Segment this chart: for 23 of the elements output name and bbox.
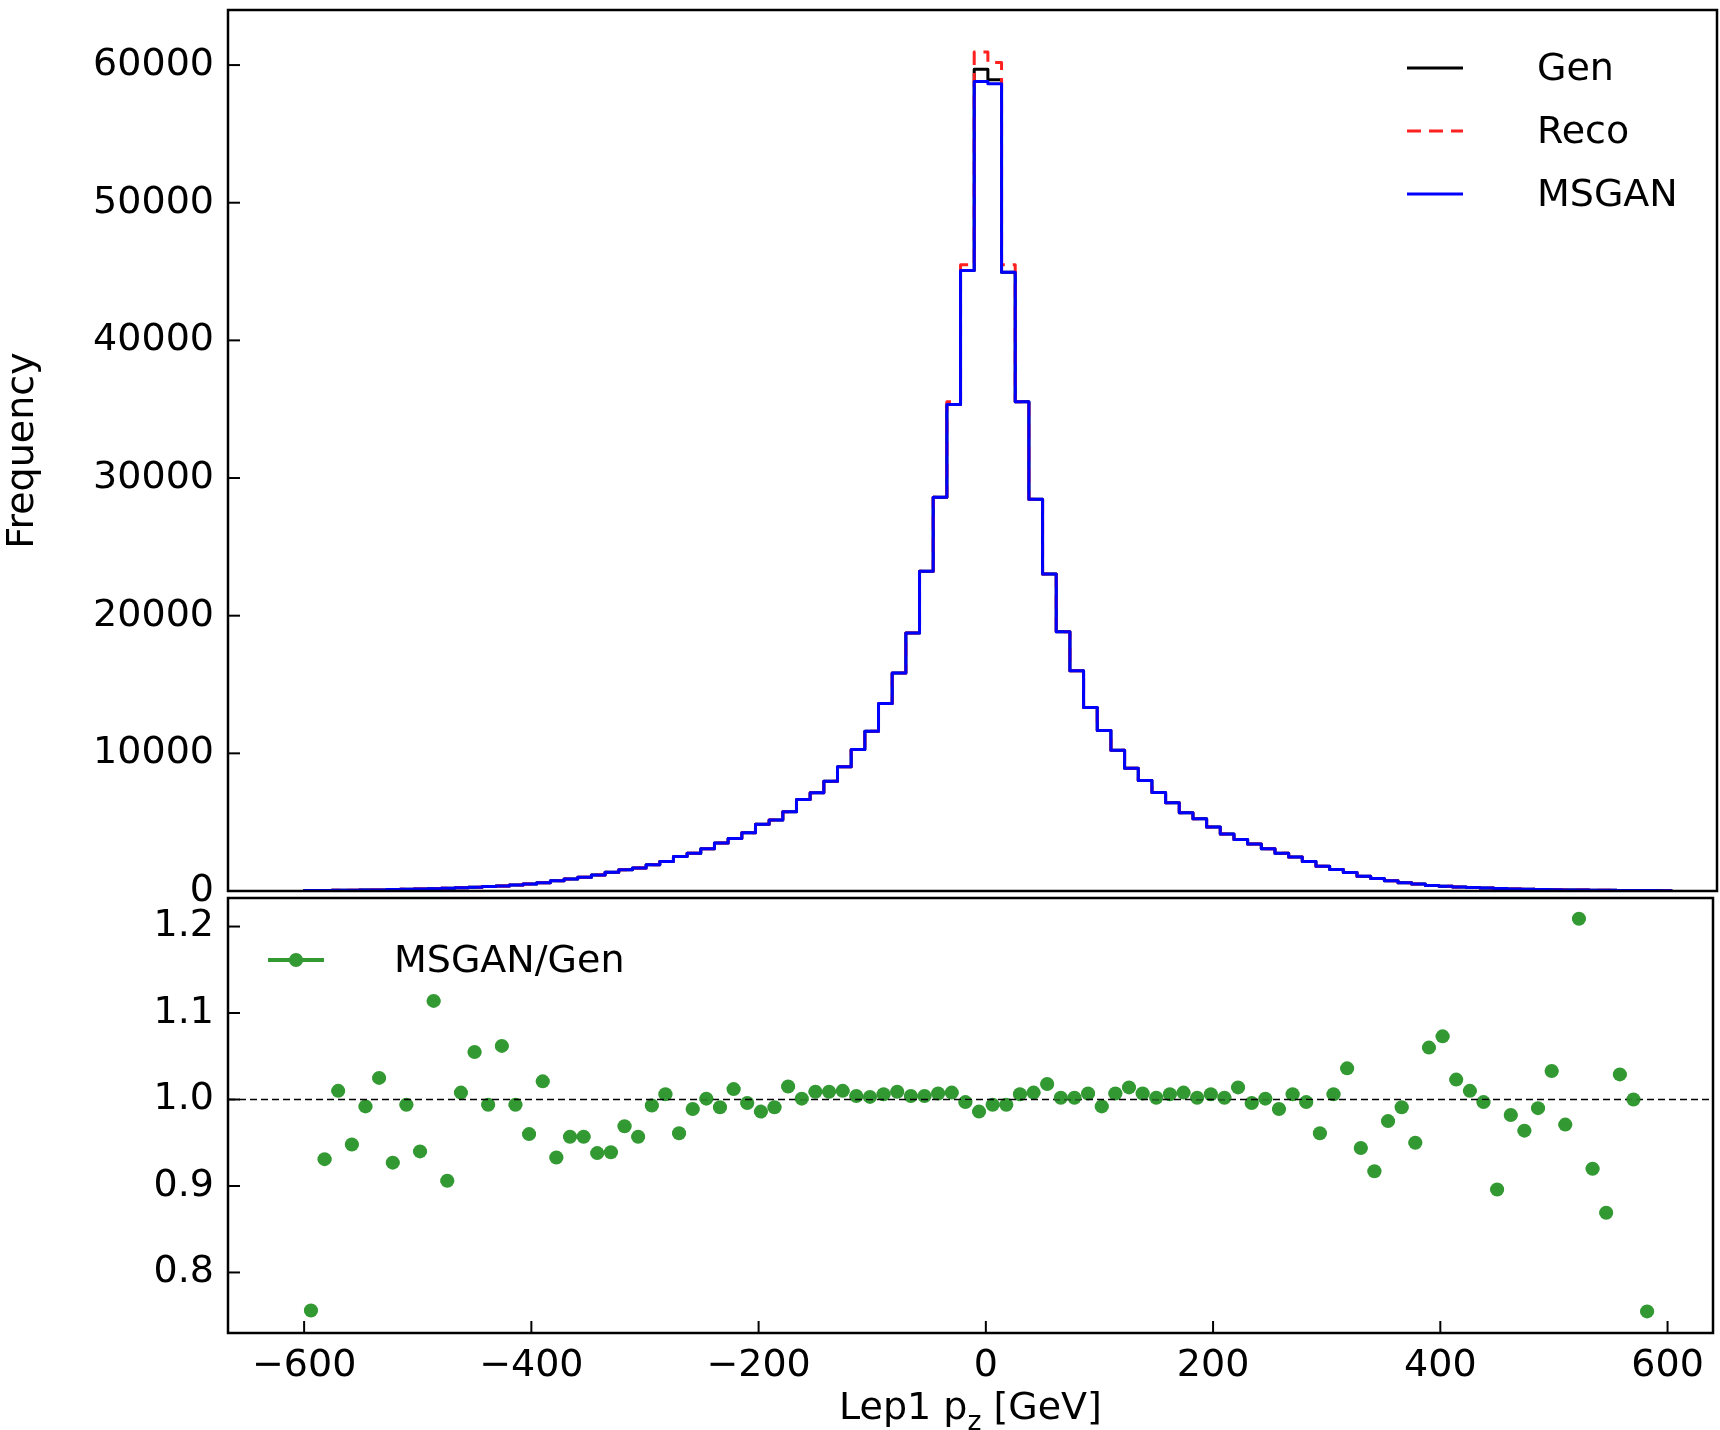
x-tick-label: −600 bbox=[251, 1340, 357, 1385]
x-tick-label: 200 bbox=[1176, 1340, 1250, 1385]
y-tick-label: 10000 bbox=[93, 728, 214, 773]
y-tick-label: 0.9 bbox=[153, 1160, 214, 1205]
legend-label: MSGAN/Gen bbox=[394, 936, 625, 981]
y-tick-label: 40000 bbox=[93, 315, 214, 360]
y-tick-label: 1.2 bbox=[153, 901, 214, 946]
x-tick-label: −200 bbox=[706, 1340, 811, 1385]
y-tick-label: 1.0 bbox=[153, 1074, 214, 1119]
legend-label: MSGAN bbox=[1537, 170, 1678, 215]
x-tick-label: 0 bbox=[973, 1340, 998, 1385]
y-tick-label: 30000 bbox=[93, 452, 214, 497]
x-tick-label: 600 bbox=[1631, 1340, 1704, 1385]
y-tick-label: 20000 bbox=[93, 590, 214, 635]
legend-label: Gen bbox=[1537, 44, 1614, 89]
y-tick-label: 0.8 bbox=[153, 1247, 214, 1292]
x-tick-label: −400 bbox=[479, 1340, 584, 1385]
y-tick-label: 50000 bbox=[93, 177, 214, 222]
x-tick-label: 400 bbox=[1404, 1340, 1477, 1385]
y-axis-title: Frequency bbox=[0, 352, 42, 549]
legend-label: Reco bbox=[1537, 107, 1630, 152]
y-tick-label: 1.1 bbox=[153, 987, 214, 1032]
y-tick-label: 60000 bbox=[93, 39, 214, 84]
